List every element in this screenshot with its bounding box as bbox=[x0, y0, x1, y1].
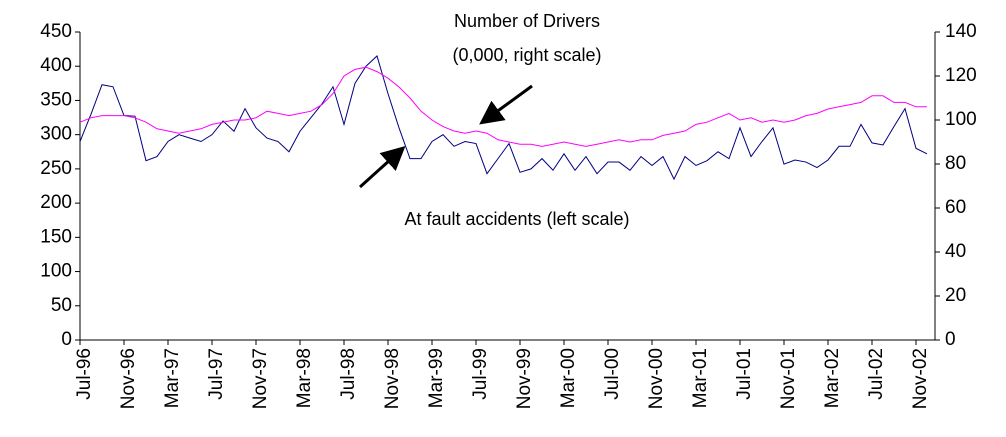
arrow bbox=[479, 84, 533, 125]
x-tick-label: Mar-98 bbox=[294, 348, 315, 408]
x-tick-label: Nov-00 bbox=[646, 348, 667, 409]
x-tick-label: Jul-96 bbox=[74, 348, 95, 400]
y-tick-label: 350 bbox=[40, 89, 72, 110]
y2-tick-label: 60 bbox=[945, 197, 966, 218]
x-tick-label: Nov-02 bbox=[910, 348, 931, 409]
x-tick-label: Jul-97 bbox=[206, 348, 227, 400]
y-tick-label: 200 bbox=[40, 192, 72, 213]
x-tick-label: Mar-00 bbox=[558, 348, 579, 408]
y2-tick-label: 100 bbox=[945, 109, 977, 130]
y-tick-label: 400 bbox=[40, 55, 72, 76]
y2-tick-label: 20 bbox=[945, 285, 966, 306]
x-tick-label: Jul-99 bbox=[470, 348, 491, 400]
x-tick-label: Mar-99 bbox=[426, 348, 447, 408]
x-tick-label: Jul-98 bbox=[338, 348, 359, 400]
x-tick-label: Nov-98 bbox=[382, 348, 403, 409]
y2-tick-label: 120 bbox=[945, 65, 977, 86]
annotation: At fault accidents (left scale) bbox=[404, 209, 629, 229]
y-tick-label: 50 bbox=[51, 295, 72, 316]
x-tick-label: Mar-02 bbox=[822, 348, 843, 408]
series-line bbox=[79, 66, 927, 147]
y-tick-label: 300 bbox=[40, 124, 72, 145]
annotation: (0,000, right scale) bbox=[452, 45, 601, 65]
annotation: Number of Drivers bbox=[454, 11, 600, 31]
y-tick-label: 450 bbox=[40, 21, 72, 42]
y-tick-label: 250 bbox=[40, 158, 72, 179]
x-tick-label: Jul-00 bbox=[602, 348, 623, 400]
x-tick-label: Nov-97 bbox=[250, 348, 271, 409]
x-tick-label: Jul-01 bbox=[734, 348, 755, 400]
y-tick-label: 100 bbox=[40, 261, 72, 282]
x-tick-label: Nov-96 bbox=[118, 348, 139, 409]
y-tick-label: 150 bbox=[40, 226, 72, 247]
y2-tick-label: 40 bbox=[945, 241, 966, 262]
arrow bbox=[358, 145, 406, 189]
x-tick-label: Nov-01 bbox=[778, 348, 799, 409]
y2-tick-label: 80 bbox=[945, 153, 966, 174]
x-tick-label: Nov-99 bbox=[514, 348, 535, 409]
y-tick-label: 0 bbox=[61, 329, 72, 350]
x-tick-label: Jul-02 bbox=[866, 348, 887, 400]
x-tick-label: Mar-97 bbox=[162, 348, 183, 408]
series-line bbox=[79, 55, 928, 181]
x-tick-label: Mar-01 bbox=[690, 348, 711, 408]
y2-tick-label: 140 bbox=[945, 21, 977, 42]
y2-tick-label: 0 bbox=[945, 329, 956, 350]
